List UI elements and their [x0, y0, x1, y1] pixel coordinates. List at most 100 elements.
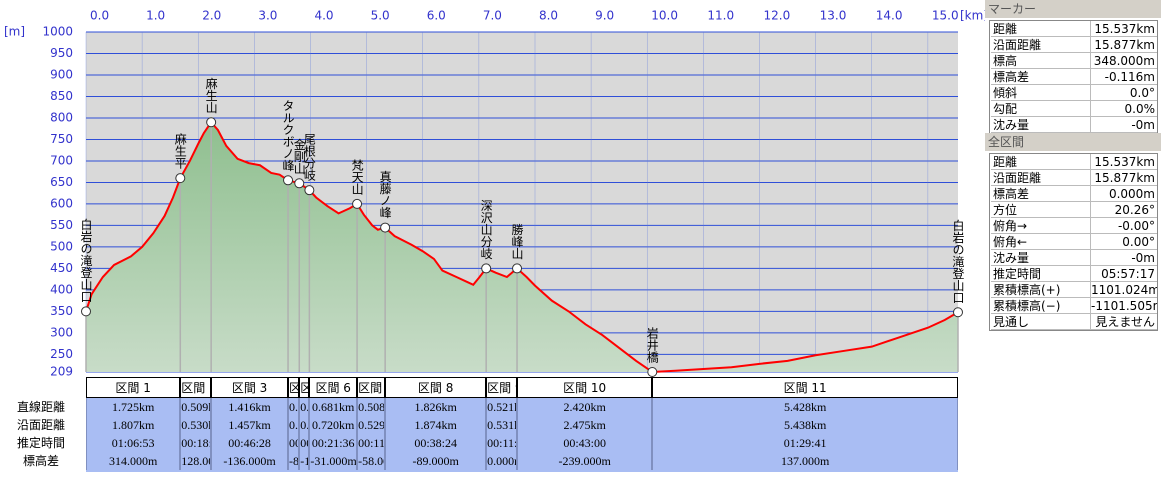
table-cell: 0.509km — [180, 398, 212, 416]
waypoint-label: 梵天山 — [350, 158, 364, 194]
y-tick-label: 600 — [50, 196, 73, 210]
table-header-cell: 区間 3 — [211, 377, 289, 398]
table-cell: 0.199km — [299, 416, 310, 434]
panel-label: 見通し — [991, 314, 1091, 330]
x-tick-label: 14.0 — [876, 9, 903, 23]
table-cell: 137.000m — [652, 452, 958, 470]
panel-label: 沿面距離 — [991, 170, 1091, 186]
panel-label: 累積標高(+) — [991, 282, 1091, 298]
y-tick-label: 250 — [50, 347, 73, 361]
x-tick-label: 5.0 — [371, 9, 390, 23]
panel-label: 方位 — [991, 202, 1091, 218]
panel-value: 15.877km — [1091, 170, 1157, 186]
table-header-cell: 区間 5 — [299, 377, 310, 398]
x-tick-label: 12.0 — [763, 9, 790, 23]
y-tick-label: 450 — [50, 261, 73, 275]
waypoint-marker — [953, 307, 963, 318]
x-tick-label: 10.0 — [651, 9, 678, 23]
table-cell: 1.416km — [211, 398, 289, 416]
table-cell: -58.000m — [357, 452, 386, 470]
table-row-label: 沿面距離 — [16, 418, 65, 432]
panel-label: 累積標高(−) — [991, 298, 1091, 314]
waypoint-marker — [352, 198, 363, 209]
panel-value: 0.0% — [1091, 101, 1157, 117]
waypoint-label: 金剛山 — [292, 137, 306, 174]
panel-label: 勾配 — [991, 101, 1091, 117]
table-header-cell: 区間 1 — [86, 377, 181, 398]
table-cell: 00:06:12 — [288, 434, 300, 452]
waypoint-marker — [380, 222, 391, 233]
table-cell: 0.531km — [486, 416, 518, 434]
panel-value: 1101.024m — [1091, 283, 1157, 298]
waypoint-label: 岩井橋 — [645, 326, 659, 364]
panel-label: 沿面距離 — [991, 37, 1091, 53]
panel-label: 距離 — [991, 21, 1091, 37]
waypoint-marker — [283, 175, 294, 186]
table-row-label: 推定時間 — [16, 436, 65, 450]
waypoint-marker — [175, 173, 186, 184]
waypoint-label: 白岩の滝登山口 — [79, 217, 93, 302]
table-cell: 2.475km — [517, 416, 653, 434]
table-cell: -89.000m — [385, 452, 487, 470]
waypoint-label: 真藤ノ峰 — [378, 170, 392, 218]
panel-value: -0.00° — [1091, 218, 1157, 234]
waypoint-label: 深沢山分岐 — [479, 199, 493, 259]
panel-label: 距離 — [991, 154, 1091, 170]
panel-header: 全区間 — [985, 133, 1161, 151]
table-cell: 1.807km — [86, 416, 181, 434]
panel-value: -0.116m — [1091, 69, 1157, 85]
y-tick-label: 500 — [50, 239, 73, 253]
waypoint-label: タルクボノ峰 — [281, 99, 295, 171]
table-cell: 314.000m — [86, 452, 181, 470]
waypoint-marker — [481, 263, 492, 274]
x-tick-label: 2.0 — [202, 9, 221, 23]
table-header-cell: 区間 2 — [180, 377, 212, 398]
waypoint-marker — [512, 263, 523, 274]
x-tick-label: 9.0 — [595, 9, 614, 23]
y-axis-label: [m] — [4, 25, 25, 39]
panel-label: 推定時間 — [991, 266, 1091, 282]
table-header-cell: 区間 8 — [385, 377, 487, 398]
panel-value: 15.877km — [1091, 37, 1157, 53]
waypoint-label: 勝峰山 — [510, 222, 524, 259]
table-cell: -16.000m — [299, 452, 310, 470]
table-cell: 00:06:30 — [299, 434, 310, 452]
y-tick-label: 550 — [50, 218, 73, 232]
table-cell: 1.725km — [86, 398, 181, 416]
waypoint-marker — [647, 367, 658, 377]
y-tick-label: 850 — [50, 89, 73, 103]
table-cell: -136.000m — [211, 452, 289, 470]
waypoint-marker — [81, 306, 91, 317]
table-header-cell: 区間 10 — [517, 377, 653, 398]
panel-label: 俯角← — [991, 234, 1091, 250]
table-cell: 00:11:05 — [486, 434, 518, 452]
table-cell: 0.508km — [357, 398, 386, 416]
y-tick-label: 700 — [50, 153, 73, 167]
table-header-cell: 区間 11 — [652, 377, 958, 398]
table-cell: -239.000m — [517, 452, 653, 470]
table-cell: 0.184km — [288, 398, 300, 416]
table-row-label: 直線距離 — [16, 400, 65, 414]
panel-box — [989, 153, 1158, 331]
table-cell: 5.438km — [652, 416, 958, 434]
panel-label: 標高差 — [991, 69, 1091, 85]
x-tick-label: 8.0 — [539, 9, 558, 23]
y-tick-label: 900 — [50, 67, 73, 81]
table-cell: 0.529km — [357, 416, 386, 434]
panel-value: 05:57:17 — [1091, 266, 1157, 282]
waypoint-label: 白岩の滝登山口 — [951, 218, 965, 303]
table-cell: 00:38:24 — [385, 434, 487, 452]
panel-value: 見えません — [1091, 314, 1157, 330]
table-cell: 1.826km — [385, 398, 487, 416]
panel-label: 標高 — [991, 53, 1091, 69]
x-tick-label: 15.0 — [932, 9, 959, 23]
x-tick-label: 1.0 — [146, 9, 165, 23]
panel-value: 15.537km — [1091, 154, 1157, 170]
panel-value: 0.0° — [1091, 85, 1157, 101]
x-tick-label: 11.0 — [707, 9, 734, 23]
panel-value: 15.537km — [1091, 21, 1157, 37]
panel-label: 俯角→ — [991, 218, 1091, 234]
table-cell: 00:21:36 — [309, 434, 358, 452]
table-cell: 00:18:45 — [180, 434, 212, 452]
x-tick-label: 6.0 — [427, 9, 446, 23]
